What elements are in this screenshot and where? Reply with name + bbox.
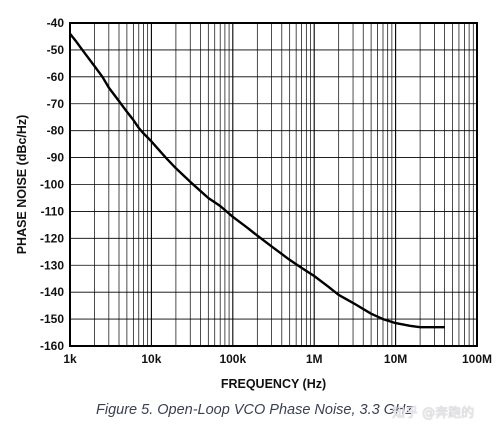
y-tick-label: -80: [47, 124, 65, 138]
x-tick-labels: 1k 10k 100k 1M 10M 100M: [63, 352, 492, 366]
y-tick-label: -120: [40, 231, 64, 245]
grid: [70, 23, 477, 346]
y-tick-label: -150: [40, 312, 64, 326]
y-tick-labels: -40 -50 -60 -70 -80 -90 -100 -110 -120 -130 -140 -1…: [40, 16, 64, 353]
x-axis-label: FREQUENCY (Hz): [221, 377, 326, 391]
y-tick-label: -100: [40, 178, 64, 192]
y-tick-label: -60: [47, 70, 65, 84]
phase-noise-chart: -40 -50 -60 -70 -80 -90 -100 -110 -120 -130 -140 -1…: [15, 16, 492, 391]
y-tick-label: -140: [40, 285, 64, 299]
y-tick-label: -50: [47, 43, 65, 57]
x-tick-label: 10M: [384, 352, 407, 366]
x-tick-label: 10k: [141, 352, 161, 366]
plot-frame: [69, 22, 478, 347]
y-axis-label: PHASE NOISE (dBc/Hz): [15, 115, 29, 255]
y-tick-label: -70: [47, 97, 65, 111]
watermark: 知乎 @奔跑的: [392, 406, 475, 421]
y-tick-label: -130: [40, 258, 64, 272]
x-tick-label: 100k: [219, 352, 246, 366]
phase-noise-curve: [69, 33, 445, 329]
series-layer: [69, 33, 445, 329]
x-tick-label: 1k: [63, 352, 77, 366]
y-tick-label: -160: [40, 339, 64, 353]
x-tick-label: 100M: [462, 352, 492, 366]
y-tick-label: -40: [47, 16, 65, 30]
y-tick-label: -90: [47, 151, 65, 165]
x-tick-label: 1M: [306, 352, 323, 366]
figure-caption: Figure 5. Open-Loop VCO Phase Noise, 3.3…: [96, 402, 413, 418]
y-tick-label: -110: [41, 204, 65, 218]
